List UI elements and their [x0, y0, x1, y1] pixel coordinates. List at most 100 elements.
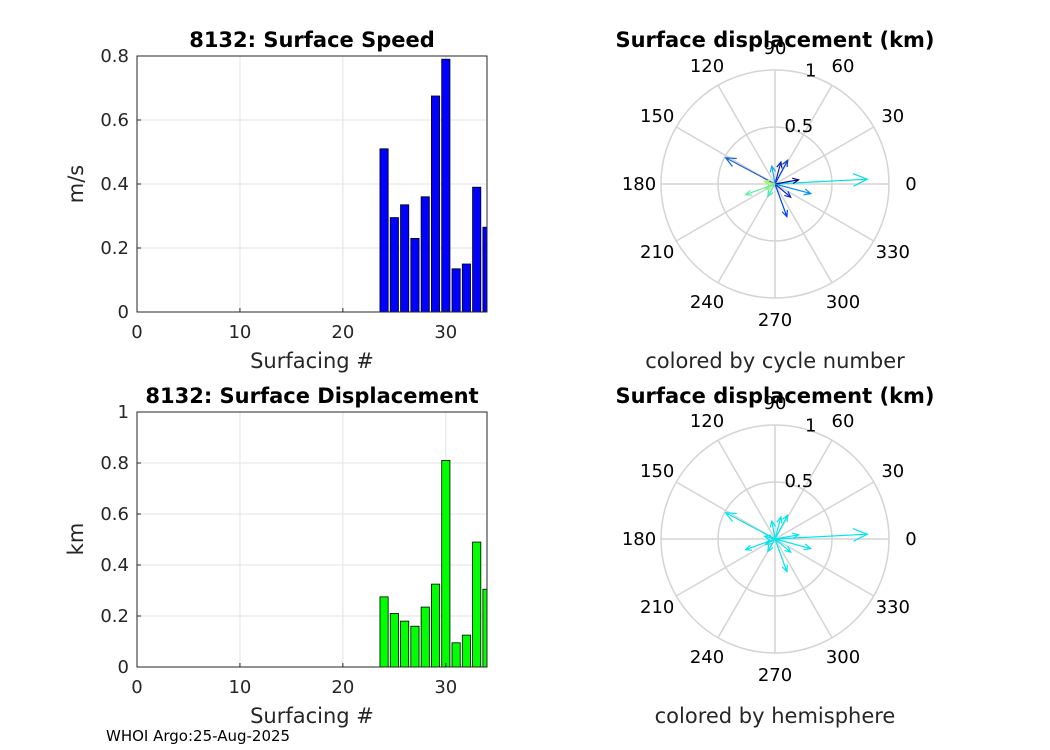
y-tick-label: 0.8	[100, 453, 129, 474]
y-tick-label: 0.4	[100, 174, 129, 195]
displacement-arrow	[767, 183, 776, 198]
arrow-head	[852, 528, 869, 542]
arrow-shaft	[774, 538, 788, 572]
displacement-bar	[410, 625, 420, 668]
arrow-head	[792, 532, 801, 540]
surface-speed-title: 8132: Surface Speed	[189, 28, 435, 52]
arrow-shaft	[774, 183, 788, 217]
arrow-shaft	[774, 515, 789, 540]
arrow-head	[781, 209, 788, 219]
polar-angle-label: 120	[690, 56, 724, 77]
displacement-bar	[400, 620, 410, 668]
polar-angle-label: 270	[758, 310, 792, 331]
arrow-shaft	[767, 183, 776, 197]
arrow-shaft	[725, 157, 776, 185]
surface-displacement-ylabel: km	[64, 523, 88, 556]
displacement-arrow	[724, 157, 776, 185]
arrow-shaft	[745, 183, 776, 196]
speed-bar	[451, 268, 461, 313]
polar-angle-label: 30	[881, 106, 904, 127]
polar-angle-label: 180	[622, 174, 656, 195]
y-tick-label: 0.6	[100, 110, 129, 131]
displacement-arrow	[774, 183, 813, 196]
displacement-arrow	[774, 159, 789, 185]
polar-angle-label: 210	[640, 597, 674, 618]
polar-radius-label: 1	[805, 415, 816, 436]
displacement-arrow	[763, 179, 776, 186]
polar-angle-label: 90	[764, 38, 787, 59]
arrow-shaft	[771, 165, 776, 185]
x-tick-label: 0	[131, 677, 142, 698]
speed-bar	[441, 58, 451, 313]
speed-bar	[379, 148, 389, 313]
footer-credit: WHOI Argo:25-Aug-2025	[106, 727, 290, 745]
displacement-bar	[420, 606, 430, 668]
polar-angle-label: 330	[876, 242, 910, 263]
polar-angle-label: 120	[690, 411, 724, 432]
x-tick-label: 20	[331, 677, 354, 698]
displacement-arrow	[767, 538, 776, 553]
displacement-arrow	[774, 538, 792, 554]
polar-angle-label: 90	[764, 393, 787, 414]
arrow-shaft	[774, 178, 868, 185]
displacement-arrow	[774, 515, 783, 540]
displacement-arrow	[774, 532, 801, 540]
surface-displacement-title: 8132: Surface Displacement	[145, 384, 478, 408]
polar-displacement-by-cycle: 0 30 60 90 120 150 180 210 240 270 300 330 0.5 1 Surfa…	[615, 28, 934, 373]
displacement-bar	[389, 613, 399, 668]
y-tick-label: 1	[118, 402, 129, 423]
surface-speed-xlabel: Surfacing #	[250, 349, 374, 373]
surface-displacement-chart: 8132: Surface Displacement Surfacing # k…	[64, 384, 488, 728]
polar-hemisphere-caption: colored by hemisphere	[655, 704, 896, 728]
displacement-arrow	[744, 183, 776, 196]
displacement-bar	[461, 634, 471, 668]
displacement-arrow	[774, 177, 801, 185]
arrow-head	[782, 159, 789, 167]
arrow-head	[763, 179, 772, 186]
polar-angle-label: 330	[876, 597, 910, 618]
arrow-head	[744, 189, 753, 196]
polar-angle-label: 0	[905, 529, 916, 550]
displacement-bar	[451, 642, 461, 668]
displacement-arrow	[763, 534, 776, 541]
displacement-arrow	[774, 514, 789, 540]
displacement-arrow	[774, 173, 869, 187]
arrow-head	[763, 534, 772, 541]
x-tick-label: 10	[228, 677, 251, 698]
y-tick-label: 0.4	[100, 555, 129, 576]
displacement-arrow	[744, 538, 776, 551]
polar-cycle-title: Surface displacement (km)	[615, 28, 934, 52]
speed-bar	[431, 95, 441, 313]
arrow-shaft	[774, 538, 792, 553]
arrow-head	[782, 514, 789, 522]
polar-angle-label: 30	[881, 461, 904, 482]
displacement-arrow	[769, 164, 777, 185]
arrow-shaft	[774, 534, 799, 540]
speed-bar	[410, 237, 420, 313]
arrow-shaft	[764, 180, 776, 185]
arrow-shaft	[774, 183, 792, 198]
speed-bar	[389, 217, 399, 313]
polar-angle-label: 240	[690, 647, 724, 668]
polar-angle-label: 300	[826, 292, 860, 313]
x-tick-label: 10	[228, 322, 251, 343]
arrow-head	[784, 191, 792, 199]
arrow-shaft	[764, 535, 776, 540]
displacement-bar	[431, 583, 441, 668]
displacement-bar	[482, 588, 488, 668]
arrow-shaft	[745, 538, 776, 551]
polar-angle-label: 180	[622, 529, 656, 550]
speed-bar	[482, 226, 488, 313]
arrow-shaft	[774, 179, 799, 185]
arrow-head	[792, 177, 801, 185]
arrow-shaft	[774, 538, 811, 550]
displacement-bar	[379, 596, 389, 668]
arrow-shaft	[725, 512, 776, 540]
arrow-head	[803, 543, 813, 551]
polar-angle-label: 60	[832, 56, 855, 77]
polar-radius-label: 0.5	[785, 471, 814, 492]
displacement-arrow	[769, 519, 777, 540]
y-tick-label: 0.2	[100, 606, 129, 627]
displacement-arrow	[774, 183, 788, 219]
